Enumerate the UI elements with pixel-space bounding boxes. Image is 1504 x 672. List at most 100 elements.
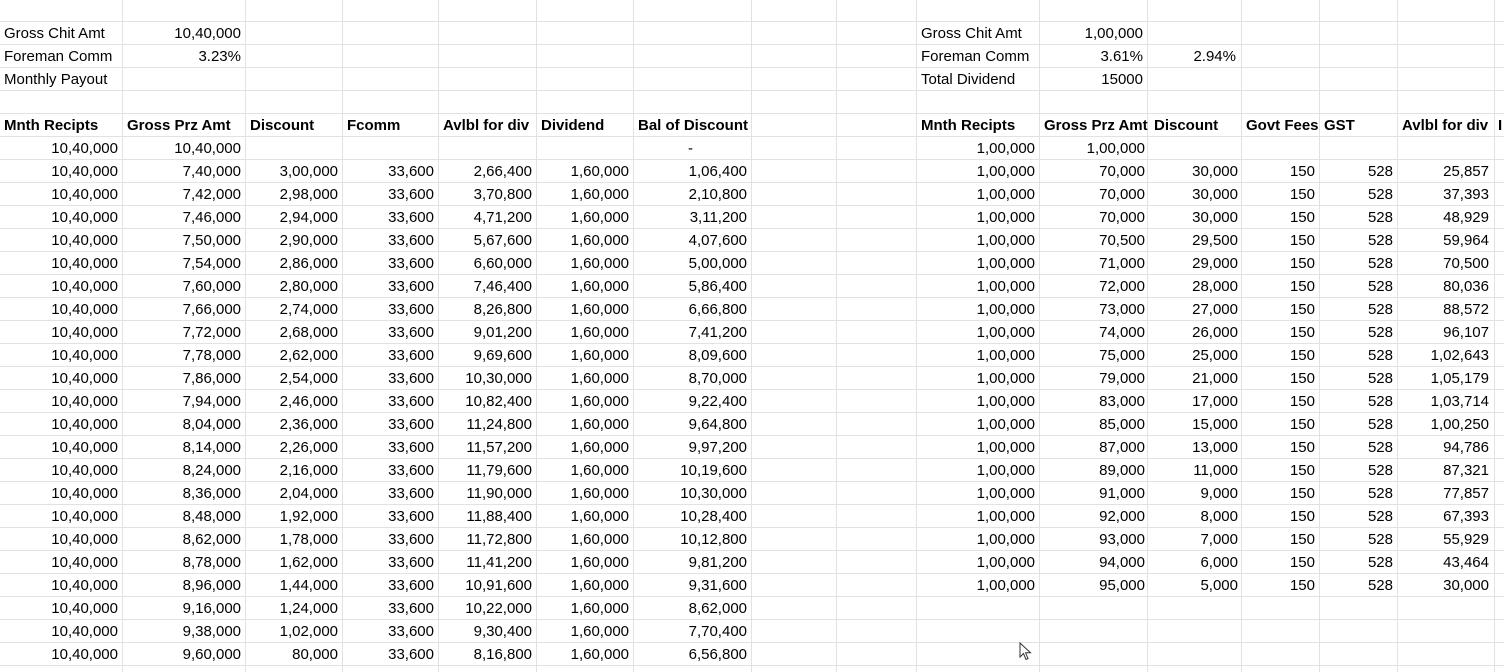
cell-avlbl-for-div[interactable]: 2,66,400 <box>473 163 532 180</box>
cell-mnth-recipts[interactable]: 10,40,000 <box>51 508 118 525</box>
cell-avlbl-for-div[interactable]: 87,321 <box>1443 462 1489 479</box>
cell-discount[interactable]: 5,000 <box>1200 577 1238 594</box>
cell-avlbl-for-div[interactable]: 37,393 <box>1443 186 1489 203</box>
cell-gross-prz-amt[interactable]: 7,66,000 <box>182 301 241 318</box>
cell-govt-fees[interactable]: 150 <box>1289 301 1315 318</box>
cell-avlbl-for-div[interactable]: 8,16,800 <box>473 646 532 663</box>
cell-gross-prz-amt[interactable]: 89,000 <box>1099 462 1145 479</box>
cell-discount[interactable]: 30,000 <box>1192 186 1238 203</box>
cell-avlbl-for-div[interactable]: 10,22,000 <box>465 600 532 617</box>
cell-discount[interactable]: 26,000 <box>1192 324 1238 341</box>
cell-fcomm[interactable]: 33,600 <box>388 485 434 502</box>
cell-mnth-recipts[interactable]: 1,00,000 <box>976 140 1035 157</box>
cell-mnth-recipts[interactable]: 10,40,000 <box>51 278 118 295</box>
cell-avlbl-for-div[interactable]: 5,67,600 <box>473 232 532 249</box>
cell-avlbl-for-div[interactable]: 10,30,000 <box>465 370 532 387</box>
cell-discount[interactable]: 9,000 <box>1200 485 1238 502</box>
cell-bal-of-discount[interactable]: 7,41,200 <box>688 324 747 341</box>
cell-mnth-recipts[interactable]: 1,00,000 <box>976 347 1035 364</box>
cell-bal-of-discount[interactable]: 2,10,800 <box>688 186 747 203</box>
cell-mnth-recipts[interactable]: 1,00,000 <box>976 393 1035 410</box>
cell-mnth-recipts[interactable]: 1,00,000 <box>976 508 1035 525</box>
cell-mnth-recipts[interactable]: 10,40,000 <box>51 370 118 387</box>
cell-discount[interactable]: 1,92,000 <box>279 508 338 525</box>
cell-fcomm[interactable]: 33,600 <box>388 209 434 226</box>
cell-bal-of-discount[interactable]: 10,19,600 <box>680 462 747 479</box>
cell-mnth-recipts[interactable]: 10,40,000 <box>51 623 118 640</box>
cell-mnth-recipts[interactable]: 1,00,000 <box>976 531 1035 548</box>
left-gross-chit-amt-value[interactable]: 10,40,000 <box>174 25 241 42</box>
cell-dividend[interactable]: 1,60,000 <box>570 255 629 272</box>
cell-dividend[interactable]: 1,60,000 <box>570 646 629 663</box>
cell-avlbl-for-div[interactable]: 59,964 <box>1443 232 1489 249</box>
cell-fcomm[interactable]: 33,600 <box>388 255 434 272</box>
cell-gst[interactable]: 528 <box>1367 278 1393 295</box>
cell-govt-fees[interactable]: 150 <box>1289 232 1315 249</box>
cell-avlbl-for-div[interactable]: 3,70,800 <box>473 186 532 203</box>
cell-mnth-recipts[interactable]: 1,00,000 <box>976 416 1035 433</box>
cell-mnth-recipts[interactable]: 10,40,000 <box>51 554 118 571</box>
cell-govt-fees[interactable]: 150 <box>1289 163 1315 180</box>
right-total-dividend-value[interactable]: 15000 <box>1101 71 1143 88</box>
cell-govt-fees[interactable]: 150 <box>1289 485 1315 502</box>
cell-gross-prz-amt[interactable]: 8,14,000 <box>182 439 241 456</box>
cell-mnth-recipts[interactable]: 10,40,000 <box>51 462 118 479</box>
cell-bal-of-discount[interactable]: 9,64,800 <box>688 416 747 433</box>
cell-fcomm[interactable]: 33,600 <box>388 232 434 249</box>
cell-bal-of-discount[interactable]: - <box>688 140 693 157</box>
cell-fcomm[interactable]: 33,600 <box>388 554 434 571</box>
cell-discount[interactable]: 2,46,000 <box>279 393 338 410</box>
cell-gross-prz-amt[interactable]: 92,000 <box>1099 508 1145 525</box>
cell-mnth-recipts[interactable]: 10,40,000 <box>51 416 118 433</box>
cell-fcomm[interactable]: 33,600 <box>388 577 434 594</box>
cell-gross-prz-amt[interactable]: 70,500 <box>1099 232 1145 249</box>
cell-bal-of-discount[interactable]: 8,62,000 <box>688 600 747 617</box>
cell-discount[interactable]: 2,54,000 <box>279 370 338 387</box>
cell-dividend[interactable]: 1,60,000 <box>570 209 629 226</box>
cell-mnth-recipts[interactable]: 10,40,000 <box>51 255 118 272</box>
cell-discount[interactable]: 2,68,000 <box>279 324 338 341</box>
cell-gross-prz-amt[interactable]: 8,62,000 <box>182 531 241 548</box>
cell-dividend[interactable]: 1,60,000 <box>570 347 629 364</box>
cell-govt-fees[interactable]: 150 <box>1289 393 1315 410</box>
cell-fcomm[interactable]: 33,600 <box>388 301 434 318</box>
cell-dividend[interactable]: 1,60,000 <box>570 439 629 456</box>
cell-avlbl-for-div[interactable]: 11,88,400 <box>466 508 532 525</box>
cell-bal-of-discount[interactable]: 5,00,000 <box>688 255 747 272</box>
cell-discount[interactable]: 21,000 <box>1192 370 1238 387</box>
cell-discount[interactable]: 30,000 <box>1192 209 1238 226</box>
cell-mnth-recipts[interactable]: 10,40,000 <box>51 393 118 410</box>
cell-dividend[interactable]: 1,60,000 <box>570 324 629 341</box>
cell-avlbl-for-div[interactable]: 6,60,000 <box>473 255 532 272</box>
cell-fcomm[interactable]: 33,600 <box>388 163 434 180</box>
left-foreman-comm-value[interactable]: 3.23% <box>198 48 241 65</box>
cell-dividend[interactable]: 1,60,000 <box>570 301 629 318</box>
cell-fcomm[interactable]: 33,600 <box>388 531 434 548</box>
cell-discount[interactable]: 2,26,000 <box>279 439 338 456</box>
cell-fcomm[interactable]: 33,600 <box>388 623 434 640</box>
cell-mnth-recipts[interactable]: 1,00,000 <box>976 186 1035 203</box>
cell-discount[interactable]: 2,36,000 <box>279 416 338 433</box>
cell-avlbl-for-div[interactable]: 9,01,200 <box>473 324 532 341</box>
cell-avlbl-for-div[interactable]: 25,857 <box>1443 163 1489 180</box>
cell-avlbl-for-div[interactable]: 94,786 <box>1443 439 1489 456</box>
cell-dividend[interactable]: 1,60,000 <box>570 600 629 617</box>
cell-discount[interactable]: 1,02,000 <box>279 623 338 640</box>
right-foreman-comm-value-2[interactable]: 2.94% <box>1193 48 1236 65</box>
cell-avlbl-for-div[interactable]: 9,69,600 <box>473 347 532 364</box>
cell-dividend[interactable]: 1,60,000 <box>570 232 629 249</box>
cell-discount[interactable]: 29,000 <box>1192 255 1238 272</box>
cell-gst[interactable]: 528 <box>1367 531 1393 548</box>
cell-dividend[interactable]: 1,60,000 <box>570 186 629 203</box>
cell-gst[interactable]: 528 <box>1367 462 1393 479</box>
cell-avlbl-for-div[interactable]: 55,929 <box>1443 531 1489 548</box>
cell-gross-prz-amt[interactable]: 72,000 <box>1099 278 1145 295</box>
cell-govt-fees[interactable]: 150 <box>1289 416 1315 433</box>
cell-mnth-recipts[interactable]: 10,40,000 <box>51 485 118 502</box>
cell-fcomm[interactable]: 33,600 <box>388 646 434 663</box>
cell-govt-fees[interactable]: 150 <box>1289 255 1315 272</box>
cell-mnth-recipts[interactable]: 1,00,000 <box>976 278 1035 295</box>
cell-discount[interactable]: 8,000 <box>1200 508 1238 525</box>
cell-gross-prz-amt[interactable]: 7,86,000 <box>182 370 241 387</box>
cell-gross-prz-amt[interactable]: 73,000 <box>1099 301 1145 318</box>
